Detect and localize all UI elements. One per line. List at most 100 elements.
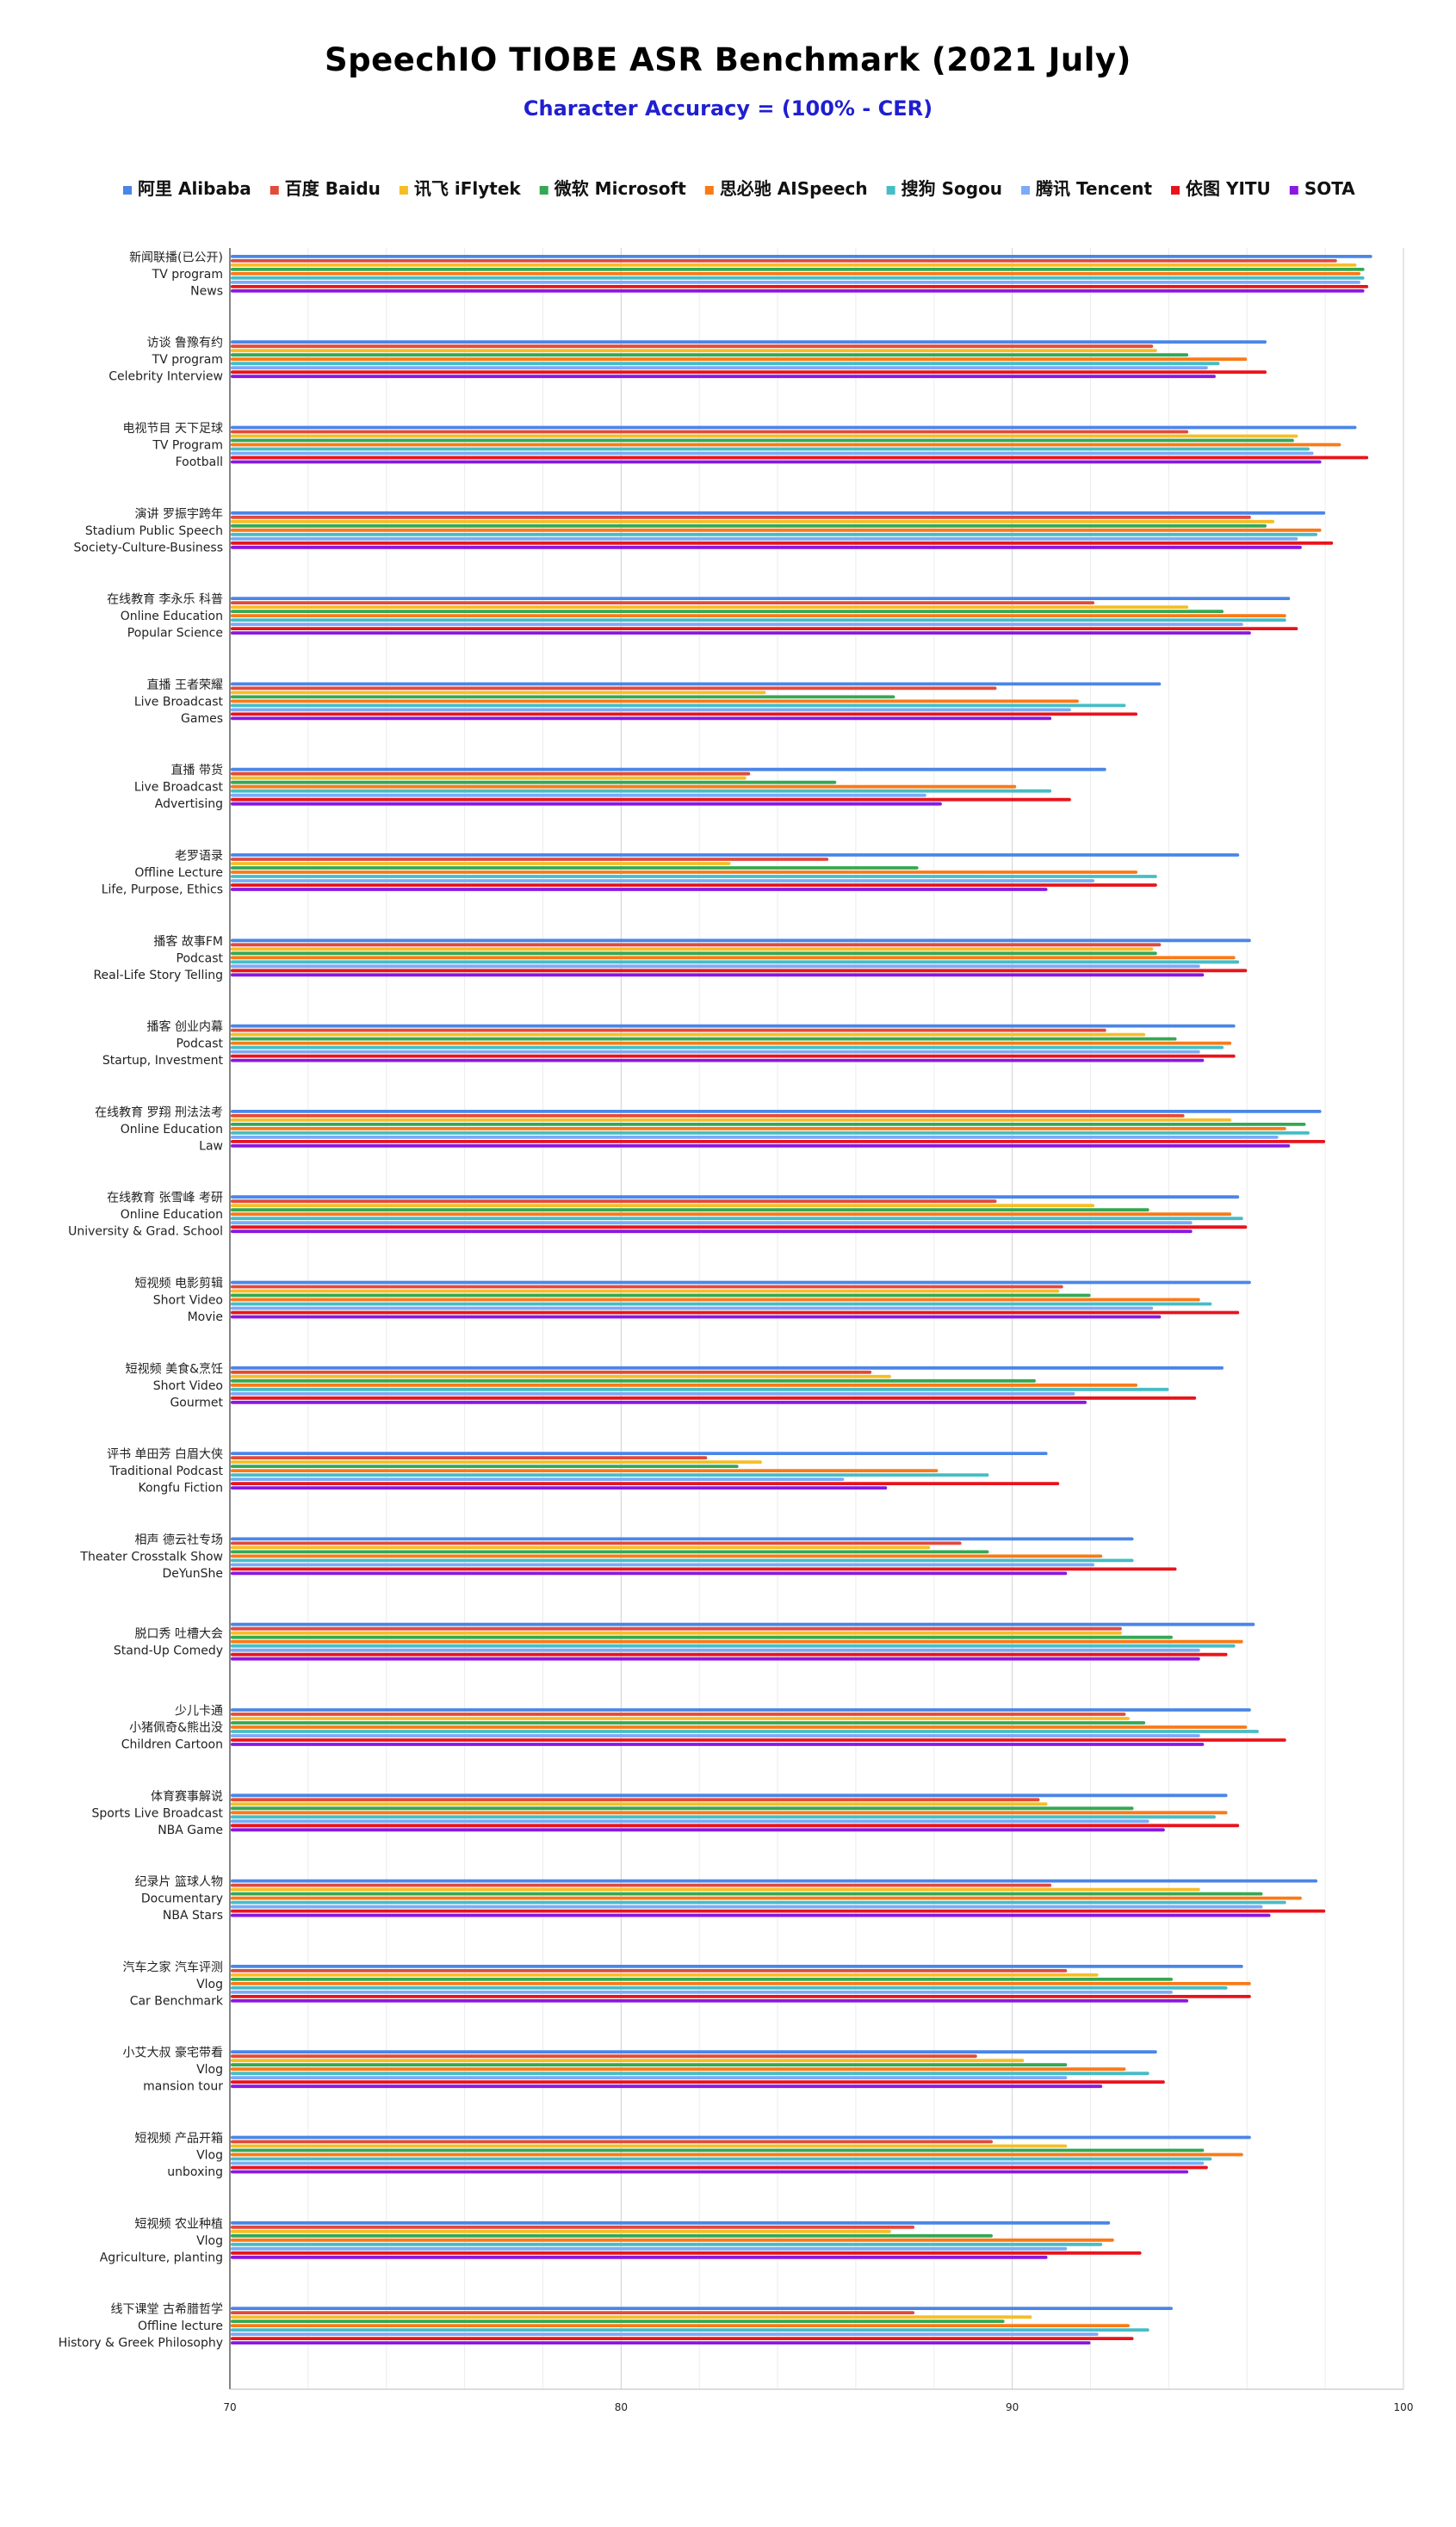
bar [231,2242,1103,2246]
bar [231,784,1017,789]
bar [231,1900,1286,1905]
category-group [231,2220,1142,2259]
bar [231,853,1240,857]
category-label: Online Education [121,610,223,623]
legend-swatch [123,186,132,195]
legend-label: 思必驰 AISpeech [720,178,868,199]
category-group [231,1024,1236,1062]
bar [231,1730,1259,1733]
bar [231,1110,1322,1113]
legend-item[interactable]: 腾讯 Tencent [1021,178,1152,199]
category-label: Sports Live Broadcast [91,1806,223,1820]
legend-item[interactable]: 阿里 Alibaba [123,178,251,199]
bar [231,2084,1103,2089]
bar [231,2220,1111,2225]
bar [231,1123,1306,1126]
category-label: Children Cartoon [121,1738,223,1752]
legend-label: 百度 Baidu [285,178,381,199]
bar [231,2161,1205,2165]
bar [231,776,747,780]
bar [231,1999,1189,2003]
category-label: Online Education [121,1123,223,1137]
category-label: 短视频 电影剪辑 [135,1277,223,1291]
bar [231,1473,989,1477]
legend-item[interactable]: 讯飞 iFlytek [399,178,521,199]
bar [231,1743,1205,1746]
legend-item[interactable]: SOTA [1289,178,1355,199]
bar [231,1802,1048,1806]
bar [231,888,1048,891]
bar [231,362,1220,366]
category-label: Traditional Podcast [108,1465,223,1478]
category-label: NBA Stars [163,1909,223,1923]
bar [231,1486,888,1490]
bar [231,353,1189,357]
bar [231,2072,1149,2076]
bar [231,2324,1130,2327]
bar [231,1819,1149,1824]
chart-grid [229,248,1404,2390]
legend-item[interactable]: 百度 Baidu [270,178,381,199]
bar [231,960,1240,964]
bar [231,1969,1068,1973]
bar [231,1793,1228,1798]
category-label: Advertising [155,797,223,811]
legend-item[interactable]: 搜狗 Sogou [886,178,1002,199]
bar [231,519,1275,523]
bar [231,1212,1232,1217]
category-label: 在线教育 李永乐 科普 [107,593,223,607]
category-label: 脱口秀 吐槽大会 [135,1627,223,1641]
bar [231,1140,1326,1143]
bar [231,281,1361,284]
bar [231,1370,872,1374]
bar [231,1571,1068,1576]
category-label: Podcast [177,1037,224,1051]
bar [231,255,1372,258]
bar [231,451,1314,455]
bar [231,1798,1040,1802]
category-label: 直播 王者荣耀 [147,678,223,692]
bar [231,1708,1251,1712]
bar [231,1550,989,1554]
category-group [231,2135,1251,2174]
legend-item[interactable]: 微软 Microsoft [539,178,687,199]
bar [231,597,1291,600]
category-label: Vlog [196,2234,223,2248]
chart-subtitle: Character Accuracy = (100% - CER) [523,96,933,121]
bar [231,622,1243,626]
bar [231,1383,1138,1387]
bar [231,793,926,797]
bar [231,2076,1068,2080]
bar [231,1456,708,1459]
legend-swatch [1021,186,1031,195]
bar [231,1738,1286,1742]
category-group [231,1195,1248,1234]
category-label: Stadium Public Speech [85,524,223,538]
category-group [231,938,1251,977]
bar [231,1828,1165,1832]
category-group [231,1452,1060,1490]
category-label: 电视节目 天下足球 [123,422,223,436]
bar [231,2332,1099,2336]
bar [231,1127,1286,1130]
legend-item[interactable]: 思必驰 AISpeech [704,178,868,199]
category-group [231,340,1267,379]
bar [231,956,1236,960]
bar [231,2238,1114,2242]
bar [231,789,1052,793]
x-axis: 70 80 90 100 [223,2401,1413,2413]
bar [231,695,895,699]
legend-item[interactable]: 依图 YITU [1171,178,1271,199]
bar [231,2307,1173,2310]
legend-label: 腾讯 Tencent [1036,178,1152,199]
bar [231,708,1071,712]
bar [231,1378,1036,1383]
bar [231,631,1251,635]
bar [231,870,1138,874]
bar [231,1824,1240,1828]
bar [231,943,1162,947]
category-group [231,1110,1326,1148]
bar [231,2140,993,2144]
bar [231,1887,1200,1892]
category-label: 线下课堂 古希腊哲学 [111,2303,223,2317]
